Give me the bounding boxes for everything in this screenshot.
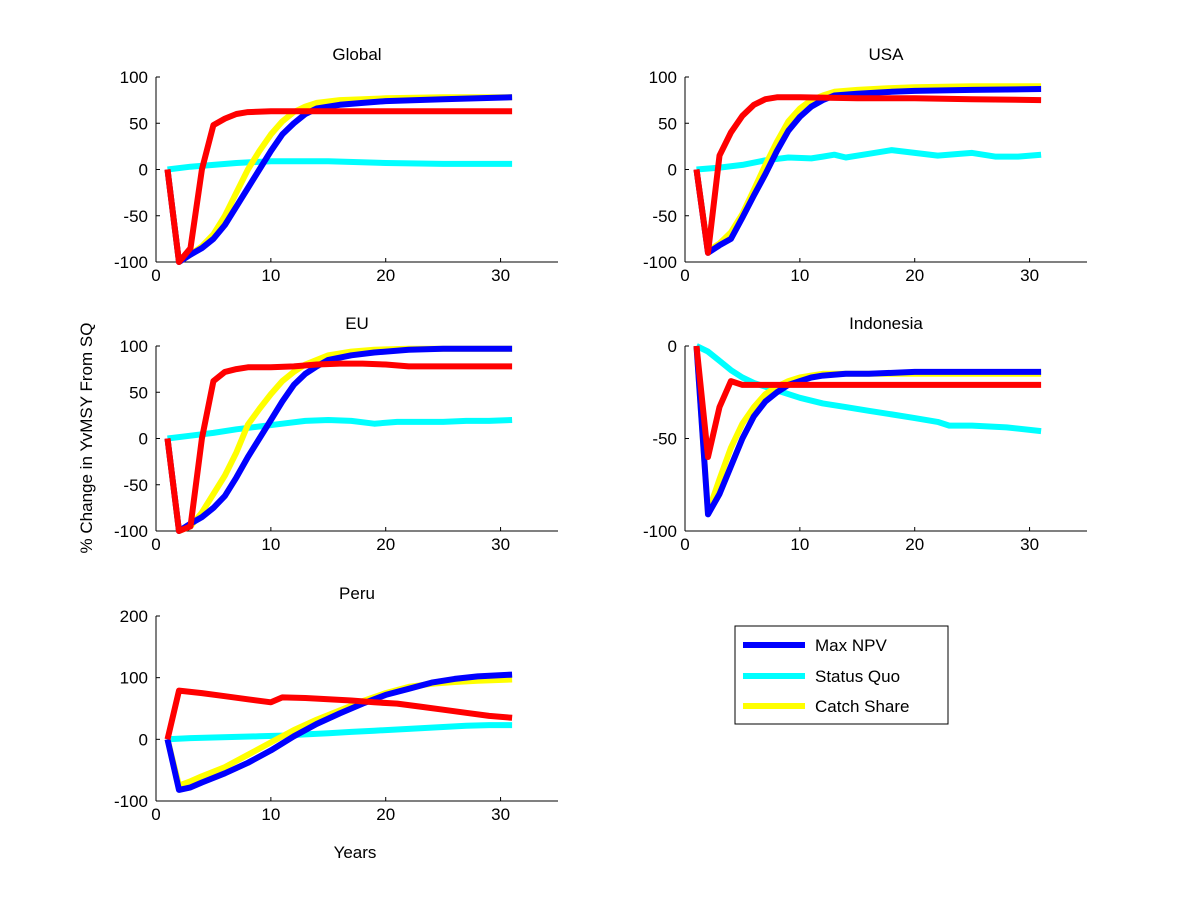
eu-title: EU [345,314,369,333]
usa-y-tick-label: 100 [649,68,677,87]
indonesia-series-status-quo-line [695,343,1042,435]
legend: Max NPV Status Quo Catch Share [734,625,949,725]
usa-y-tick-label: 50 [658,114,677,133]
global-y-tick-label: 100 [120,68,148,87]
indonesia-y-tick-label: -100 [643,522,677,541]
peru-series-status-quo-line [167,722,513,743]
indonesia-y-tick-label: 0 [668,337,677,356]
peru-series-red-line [164,687,513,740]
global-x-tick-label: 30 [491,266,510,285]
usa-series-catch-share-line [693,83,1042,254]
usa-title: USA [869,45,905,64]
peru-y-tick-label: -100 [114,792,148,811]
global-x-tick-label: 10 [261,266,280,285]
legend-label-status-quo: Status Quo [815,667,900,686]
panel-usa: 0 10 20 30 -100 -50 0 50 100 USA [643,45,1087,285]
usa-y-tick-label: -100 [643,253,677,272]
global-x-tick-label: 20 [376,266,395,285]
y-axis-label: % Change in YvMSY From SQ [77,323,96,554]
global-series-status-quo-line [167,158,513,173]
usa-y-tick-label: 0 [668,161,677,180]
global-title: Global [332,45,381,64]
legend-label-catch-share: Catch Share [815,697,910,716]
indonesia-y-tick-label: -50 [652,430,677,449]
usa-x-tick-label: 20 [905,266,924,285]
eu-y-tick-label: 0 [139,430,148,449]
panel-eu: 0 10 20 30 -100 -50 0 50 100 EU [114,314,558,554]
eu-x-tick-label: 10 [261,535,280,554]
indonesia-x-tick-label: 30 [1020,535,1039,554]
usa-series-max-npv-line [693,86,1042,256]
peru-x-tick-label: 0 [151,805,160,824]
legend-label-max-npv: Max NPV [815,636,887,655]
global-y-tick-label: 50 [129,114,148,133]
global-y-tick-label: -50 [123,207,148,226]
panel-indonesia: 0 10 20 30 -100 -50 0 Indonesia [643,314,1087,554]
usa-x-tick-label: 0 [680,266,689,285]
eu-y-tick-label: 50 [129,383,148,402]
usa-x-tick-label: 10 [790,266,809,285]
global-series-red-line [164,108,513,265]
indonesia-x-tick-label: 10 [790,535,809,554]
peru-x-tick-label: 30 [491,805,510,824]
global-series-max-npv-line [164,94,513,265]
global-x-tick-label: 0 [151,266,160,285]
global-y-tick-label: 0 [139,161,148,180]
eu-series-red-line [164,360,513,534]
usa-x-tick-label: 30 [1020,266,1039,285]
eu-y-tick-label: -100 [114,522,148,541]
indonesia-x-tick-label: 0 [680,535,689,554]
eu-x-tick-label: 0 [151,535,160,554]
peru-y-tick-label: 200 [120,607,148,626]
x-axis-label: Years [334,843,377,862]
eu-series-max-npv-line [164,345,513,534]
usa-series-status-quo-line [696,147,1042,173]
indonesia-x-tick-label: 20 [905,535,924,554]
indonesia-series-red-line [693,345,1042,460]
eu-y-tick-label: -50 [123,476,148,495]
indonesia-title: Indonesia [849,314,923,333]
peru-x-tick-label: 10 [261,805,280,824]
usa-y-tick-label: -50 [652,207,677,226]
peru-series-max-npv-line [164,671,513,793]
peru-y-tick-label: 100 [120,669,148,688]
global-y-tick-label: -100 [114,253,148,272]
peru-title: Peru [339,584,375,603]
eu-x-tick-label: 30 [491,535,510,554]
eu-x-tick-label: 20 [376,535,395,554]
peru-y-tick-label: 0 [139,730,148,749]
panel-global: 0 10 20 30 -100 -50 0 50 100 Global [114,45,558,285]
eu-y-tick-label: 100 [120,337,148,356]
peru-x-tick-label: 20 [376,805,395,824]
usa-series-red-line [693,94,1042,256]
eu-series-status-quo-line [167,417,513,442]
